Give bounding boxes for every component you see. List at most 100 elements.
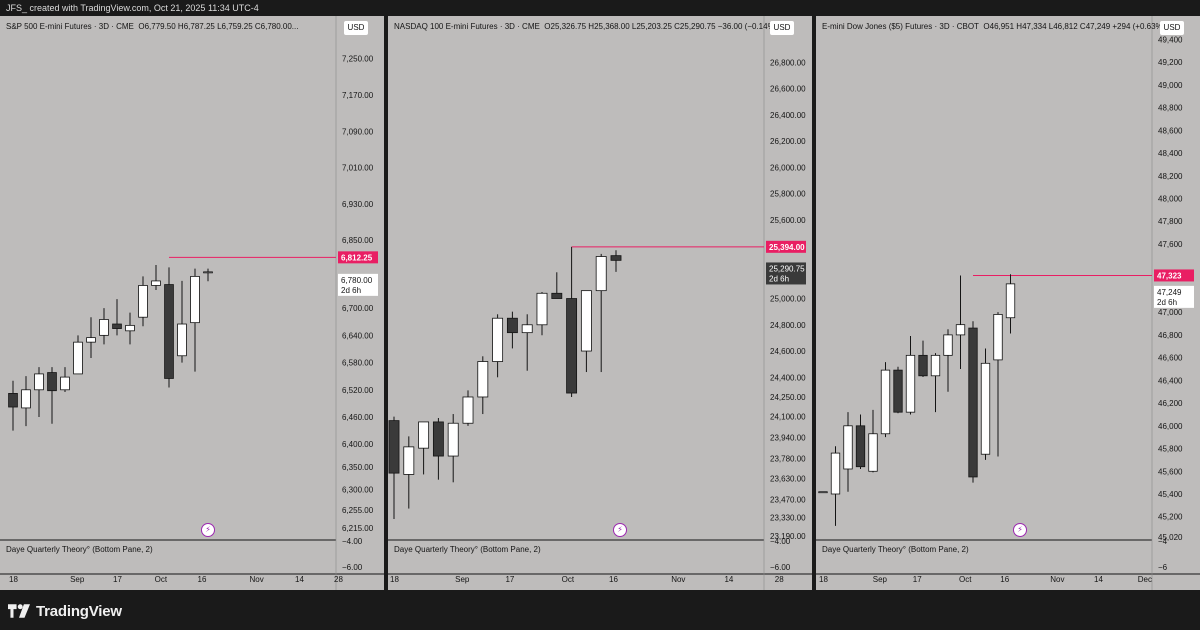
candle-body bbox=[905, 354, 916, 413]
currency-button[interactable]: USD bbox=[344, 21, 368, 35]
last-price-badge bbox=[766, 262, 806, 285]
x-tick-label: 28 bbox=[334, 575, 343, 584]
candle-body bbox=[968, 327, 978, 478]
y-tick-label: 46,200 bbox=[1158, 399, 1183, 408]
y-tick-label: 46,000 bbox=[1158, 422, 1183, 431]
dow-chart-svg[interactable]: 49,400 49,200 49,000 48,800 48,600 48,400 48,2… bbox=[816, 16, 1200, 590]
chart-panel-dow[interactable]: 49,400 49,200 49,000 48,800 48,600 48,400 48,2… bbox=[816, 16, 1200, 590]
y-tick-label: 25,600.00 bbox=[770, 216, 806, 225]
symbol-title: S&P 500 E-mini Futures · 3D · CME bbox=[6, 22, 134, 31]
currency-button[interactable]: USD bbox=[1160, 21, 1184, 35]
candle-body bbox=[112, 323, 122, 329]
high-price-label: 6,812.25 bbox=[341, 253, 373, 262]
y-tick-label: 26,600.00 bbox=[770, 85, 806, 94]
bar-countdown-label: 2d 6h bbox=[1157, 298, 1177, 307]
candle-body bbox=[521, 324, 533, 334]
y-tick-label: 23,330.00 bbox=[770, 514, 806, 523]
candle-body bbox=[21, 389, 31, 409]
high-price-badge bbox=[1154, 269, 1194, 282]
y-tick-label: 47,000 bbox=[1158, 308, 1183, 317]
candle-body bbox=[843, 425, 853, 470]
y-tick-label: 48,200 bbox=[1158, 172, 1183, 181]
bar-countdown-label: 2d 6h bbox=[769, 274, 789, 283]
candle-body bbox=[595, 256, 607, 292]
y-tick-label: 6,930.00 bbox=[342, 200, 374, 209]
indicator-tick-label: −4 bbox=[1158, 537, 1168, 546]
candle-body bbox=[86, 337, 96, 343]
brand-footer[interactable]: TradingView bbox=[8, 600, 122, 622]
brand-name: TradingView bbox=[36, 602, 122, 620]
candle-body bbox=[955, 324, 966, 336]
y-tick-label: 6,460.00 bbox=[342, 413, 374, 422]
y-tick-label: 45,020 bbox=[1158, 533, 1183, 542]
candle-body bbox=[8, 393, 18, 408]
x-tick-label: Sep bbox=[455, 575, 470, 584]
y-tick-label: 23,940.00 bbox=[770, 434, 806, 443]
y-tick-label: 26,400.00 bbox=[770, 111, 806, 120]
lightning-icon[interactable]: ⚡ bbox=[613, 523, 627, 537]
x-tick-label: Sep bbox=[70, 575, 85, 584]
candle-body bbox=[388, 420, 400, 474]
candle-body bbox=[536, 292, 548, 326]
y-tick-label: 45,200 bbox=[1158, 513, 1183, 522]
tradingview-logo-icon bbox=[8, 604, 30, 618]
candle-body bbox=[177, 323, 187, 357]
candle-body bbox=[73, 341, 83, 375]
x-tick-label: Oct bbox=[155, 575, 168, 584]
y-tick-label: 23,780.00 bbox=[770, 455, 806, 464]
chart-panel-sp500[interactable]: 7,250.00 7,170.00 7,090.00 7,010.00 6,930.00… bbox=[0, 16, 384, 590]
lightning-icon[interactable]: ⚡ bbox=[1013, 523, 1027, 537]
x-tick-label: 17 bbox=[113, 575, 122, 584]
candle-body bbox=[830, 452, 841, 495]
indicator-label[interactable]: Daye Quarterly Theory° (Bottom Pane, 2) bbox=[394, 545, 541, 554]
candle-body bbox=[492, 317, 504, 362]
bar-countdown-label: 2d 6h bbox=[341, 286, 361, 295]
y-tick-label: 6,640.00 bbox=[342, 331, 374, 340]
x-tick-label: Oct bbox=[959, 575, 972, 584]
y-tick-label: 6,520.00 bbox=[342, 386, 374, 395]
y-tick-label: 6,400.00 bbox=[342, 440, 374, 449]
nasdaq-chart-svg[interactable]: 26,800.00 26,600.00 26,400.00 26,200.00 26,0… bbox=[388, 16, 812, 590]
indicator-tick-label: −4.00 bbox=[770, 537, 791, 546]
y-tick-label: 48,400 bbox=[1158, 149, 1183, 158]
x-tick-label: 16 bbox=[198, 575, 207, 584]
y-tick-label: 6,580.00 bbox=[342, 359, 374, 368]
y-tick-label: 26,800.00 bbox=[770, 58, 806, 67]
sp500-chart-svg[interactable]: 7,250.00 7,170.00 7,090.00 7,010.00 6,930.00… bbox=[0, 16, 384, 590]
x-tick-label: 17 bbox=[913, 575, 922, 584]
indicator-tick-label: −6.00 bbox=[770, 563, 791, 572]
y-tick-label: 46,800 bbox=[1158, 331, 1183, 340]
last-price-label: 25,290.75 bbox=[769, 264, 805, 273]
chart-panel-nasdaq[interactable]: 26,800.00 26,600.00 26,400.00 26,200.00 26,0… bbox=[388, 16, 812, 590]
y-tick-label: 6,350.00 bbox=[342, 463, 374, 472]
candle-body bbox=[943, 334, 953, 356]
candle-body bbox=[164, 284, 174, 379]
indicator-label[interactable]: Daye Quarterly Theory° (Bottom Pane, 2) bbox=[822, 545, 969, 554]
y-tick-label: 6,850.00 bbox=[342, 236, 374, 245]
indicator-tick-label: −6.00 bbox=[342, 563, 363, 572]
lightning-icon[interactable]: ⚡ bbox=[201, 523, 215, 537]
x-tick-label: 16 bbox=[609, 575, 618, 584]
currency-button[interactable]: USD bbox=[770, 21, 794, 35]
x-tick-label: 18 bbox=[819, 575, 828, 584]
candle-body bbox=[918, 354, 928, 377]
candle-body bbox=[151, 280, 161, 286]
ohlc-readout: O25,326.75 H25,368.00 L25,203.25 C25,290… bbox=[544, 22, 778, 31]
indicator-label[interactable]: Daye Quarterly Theory° (Bottom Pane, 2) bbox=[6, 545, 153, 554]
y-tick-label: 45,800 bbox=[1158, 445, 1183, 454]
y-tick-label: 49,400 bbox=[1158, 35, 1183, 44]
candle-body bbox=[203, 271, 213, 274]
y-tick-label: 25,800.00 bbox=[770, 190, 806, 199]
high-price-label: 25,394.00 bbox=[769, 243, 805, 252]
y-tick-label: 23,190.00 bbox=[770, 532, 806, 541]
x-tick-label: Oct bbox=[562, 575, 575, 584]
y-tick-label: 49,000 bbox=[1158, 81, 1183, 90]
x-tick-label: 18 bbox=[9, 575, 18, 584]
y-tick-label: 24,800.00 bbox=[770, 321, 806, 330]
y-tick-label: 25,000.00 bbox=[770, 295, 806, 304]
y-tick-label: 26,000.00 bbox=[770, 163, 806, 172]
symbol-header: NASDAQ 100 E-mini Futures · 3D · CME O25… bbox=[394, 22, 777, 31]
y-tick-label: 6,255.00 bbox=[342, 506, 374, 515]
y-tick-label: 48,600 bbox=[1158, 126, 1183, 135]
high-price-badge bbox=[766, 240, 806, 253]
